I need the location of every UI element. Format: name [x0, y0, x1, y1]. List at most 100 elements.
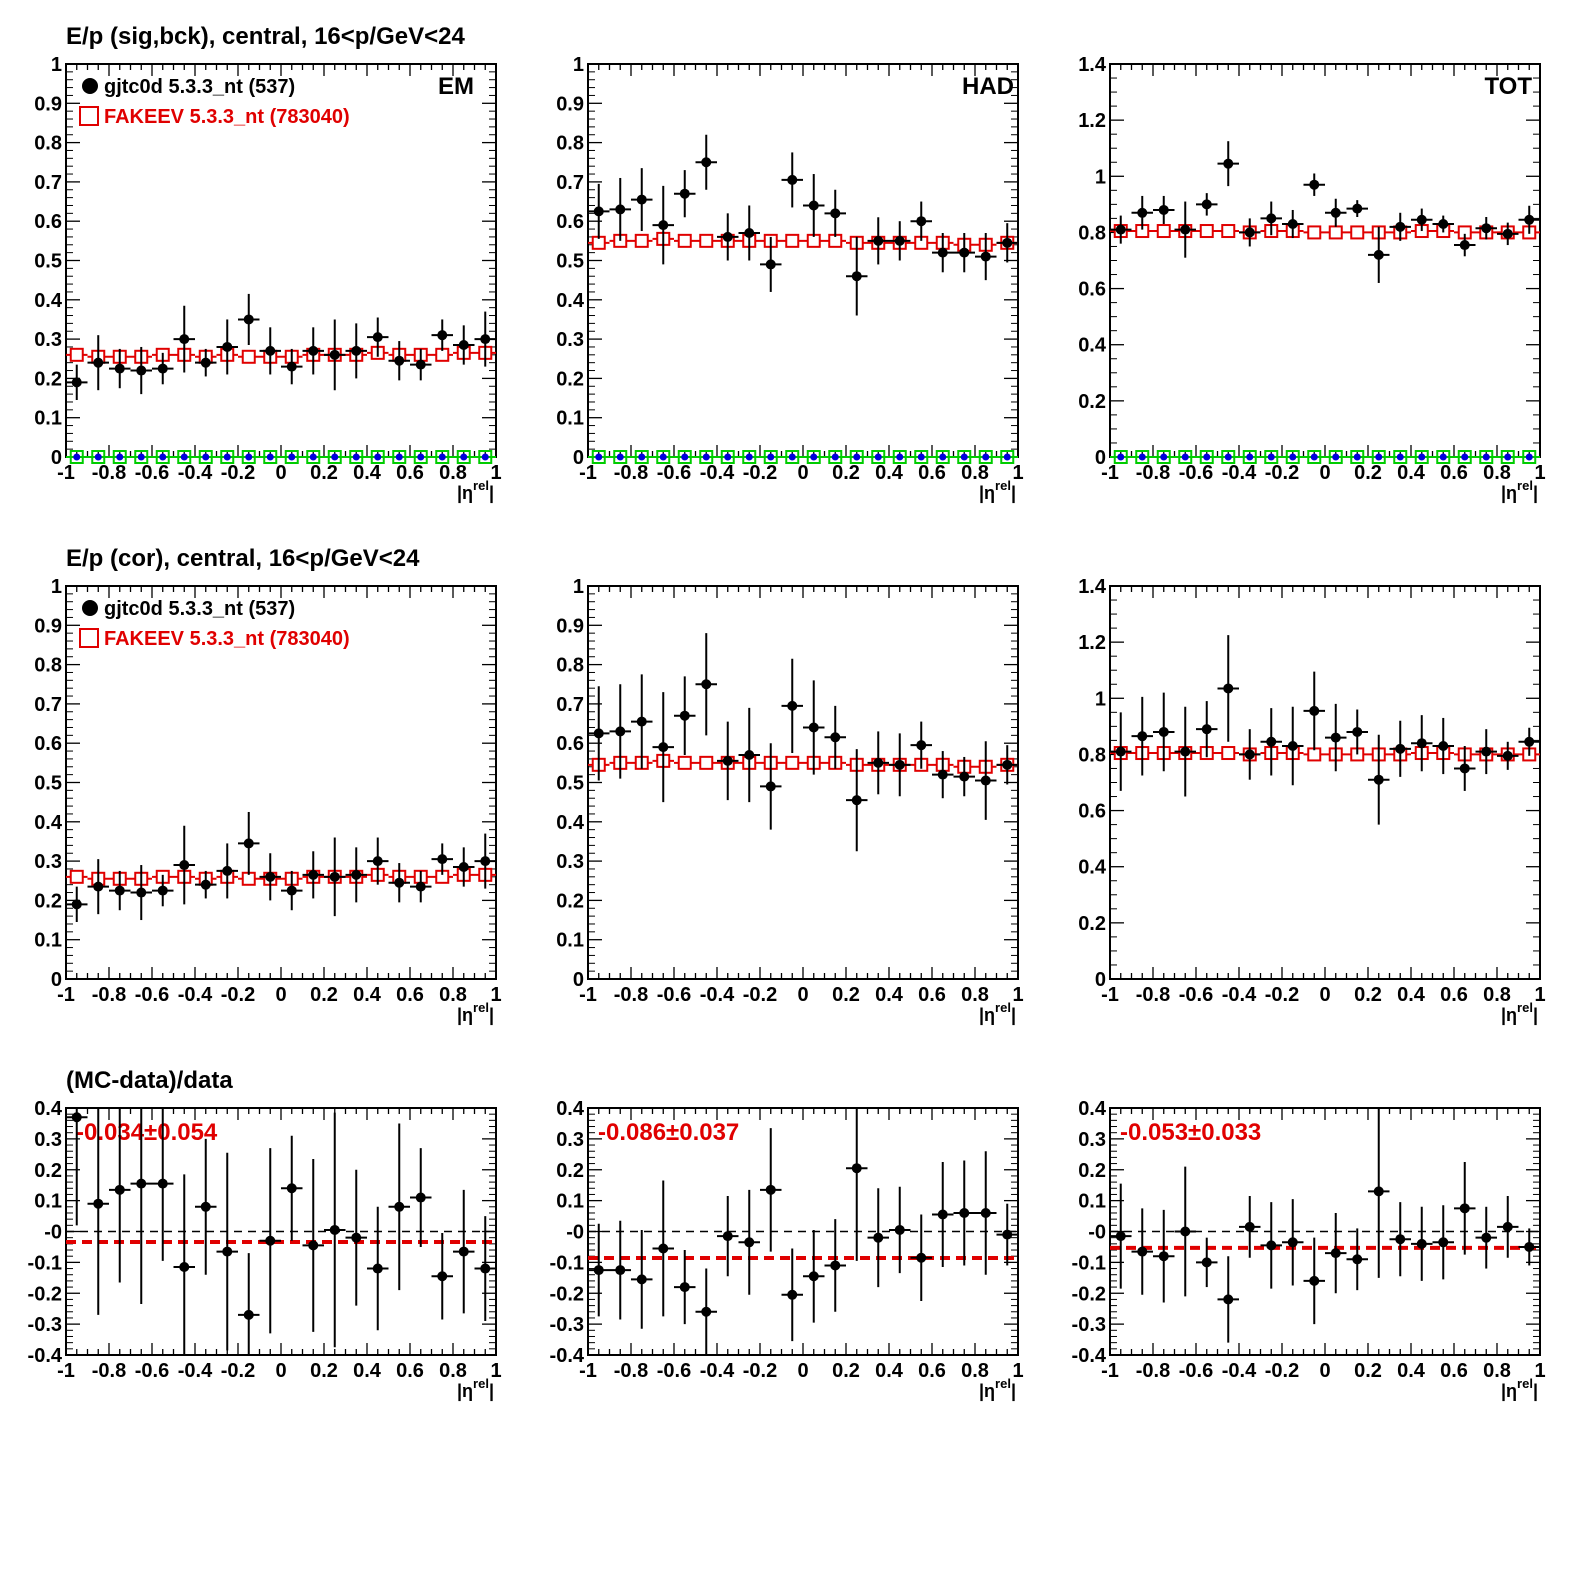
data-point [1395, 1234, 1406, 1245]
x-tick-label: -0.4 [700, 984, 735, 1006]
x-axis-label-part: rel [1517, 1376, 1533, 1391]
data-point [329, 1224, 340, 1235]
y-tick-label: 0.5 [556, 251, 584, 273]
x-tick-label: -1 [579, 984, 597, 1006]
y-tick-label: 0.8 [34, 655, 62, 677]
data-point [1373, 1186, 1384, 1197]
data-point [959, 247, 970, 258]
zero-point [1482, 453, 1490, 461]
panel-row1-TOT: -1 -0.8 -0.6 -0.4 -0.2 0 0.2 0.4 0.6 0.8 1|ηrel|00… [1078, 54, 1545, 503]
panel-row2-HAD: -1 -0.8 -0.6 -0.4 -0.2 0 0.2 0.4 0.6 0.8 1|ηrel|00… [556, 576, 1023, 1025]
data-point [372, 1263, 383, 1274]
zero-point [853, 453, 861, 461]
mc-point [1307, 747, 1322, 762]
y-tick-label: 0.1 [1078, 1191, 1106, 1213]
y-tick-label: 0.9 [34, 615, 62, 637]
data-point [1244, 227, 1255, 238]
x-tick-label: 0 [275, 984, 286, 1006]
x-tick-label: -0.4 [1222, 462, 1257, 484]
mc-point [1221, 746, 1236, 761]
mc-point [69, 347, 84, 362]
data-point [437, 854, 448, 865]
y-tick-label: 0.6 [1078, 279, 1106, 301]
x-tick-label: 0.4 [353, 462, 382, 484]
y-tick-label: 0.9 [556, 615, 584, 637]
data-point [980, 251, 991, 262]
zero-point [1375, 453, 1383, 461]
data-point [937, 1209, 948, 1220]
x-tick-label: 0.6 [396, 1360, 424, 1382]
x-tick-label: 0.4 [353, 1360, 382, 1382]
x-tick-label: 1 [490, 984, 501, 1006]
y-tick-label: -0 [566, 1222, 584, 1244]
data-point [658, 742, 669, 753]
data-point [679, 710, 690, 721]
x-axis-label-part: | [489, 483, 494, 503]
panel-row3-HAD: -1 -0.8 -0.6 -0.4 -0.2 0 0.2 0.4 0.6 0.8 1|ηrel|-0… [550, 1098, 1024, 1401]
zero-point [1160, 453, 1168, 461]
data-point [351, 869, 362, 880]
y-tick-label: 0.1 [556, 1191, 584, 1213]
ratio-fit-label-em: -0.034±0.054 [76, 1119, 218, 1146]
y-tick-label: 0.1 [34, 1191, 62, 1213]
y-tick-label: 0.5 [34, 251, 62, 273]
y-tick-label: -0.3 [28, 1314, 62, 1336]
x-tick-label: 0.2 [310, 1360, 338, 1382]
data-point [1373, 249, 1384, 260]
corner-label-had: HAD [962, 73, 1014, 100]
zero-point [245, 453, 253, 461]
data-point [308, 869, 319, 880]
data-point [415, 359, 426, 370]
y-tick-label: 0.8 [556, 655, 584, 677]
data-point [265, 1235, 276, 1246]
x-tick-label: -0.6 [657, 1360, 691, 1382]
legend-row1: gjtc0d 5.3.3_nt (537) FAKEEV 5.3.3_nt (7… [79, 76, 350, 128]
data-point [1416, 214, 1427, 225]
x-tick-label: 0.8 [961, 1360, 989, 1382]
x-tick-label: 1 [1012, 462, 1023, 484]
y-tick-label: 0.3 [1078, 1129, 1106, 1151]
x-tick-label: -1 [57, 462, 75, 484]
zero-point [1310, 453, 1318, 461]
data-point [93, 1198, 104, 1209]
data-point [1438, 1237, 1449, 1248]
y-tick-label: 0.2 [34, 1160, 62, 1182]
y-tick-label: 1 [1095, 688, 1106, 710]
data-point [1524, 1241, 1535, 1252]
data-point [157, 363, 168, 374]
legend-mc-marker [79, 628, 99, 648]
data-point [329, 349, 340, 360]
x-axis-label-part: | [1533, 483, 1538, 503]
zero-point [1439, 453, 1447, 461]
x-tick-label: -0.4 [700, 1360, 735, 1382]
panel-row2-TOT: -1 -0.8 -0.6 -0.4 -0.2 0 0.2 0.4 0.6 0.8 1|ηrel|00… [1078, 576, 1545, 1025]
data-point [744, 749, 755, 760]
x-axis-label: |ηrel| [979, 1000, 1016, 1025]
data-point [1524, 736, 1535, 747]
data-point [1309, 705, 1320, 716]
data-point [787, 174, 798, 185]
data-point [1158, 726, 1169, 737]
x-tick-label: 0.4 [1397, 462, 1426, 484]
data-point [1502, 1221, 1513, 1232]
data-point [1002, 759, 1013, 770]
y-tick-label: 0.3 [556, 329, 584, 351]
data-point [136, 365, 147, 376]
data-point [1201, 724, 1212, 735]
data-point [873, 757, 884, 768]
y-tick-label: 0.2 [1078, 1160, 1106, 1182]
x-tick-label: -0.4 [178, 1360, 213, 1382]
x-axis-label-part: | [489, 1381, 494, 1401]
x-tick-label: 0.4 [1397, 1360, 1426, 1382]
data-point [851, 795, 862, 806]
x-tick-label: 1 [490, 462, 501, 484]
data-point [1481, 746, 1492, 757]
data-point [1115, 1231, 1126, 1242]
data-point [286, 1183, 297, 1194]
data-point [765, 259, 776, 270]
data-point [959, 771, 970, 782]
data-point [372, 332, 383, 343]
y-tick-label: -0 [44, 1222, 62, 1244]
plot-panels: -1 -0.8 -0.6 -0.4 -0.2 0 0.2 0.4 0.6 0.8 1|ηrel|00… [28, 54, 1546, 1401]
data-point [1244, 1221, 1255, 1232]
